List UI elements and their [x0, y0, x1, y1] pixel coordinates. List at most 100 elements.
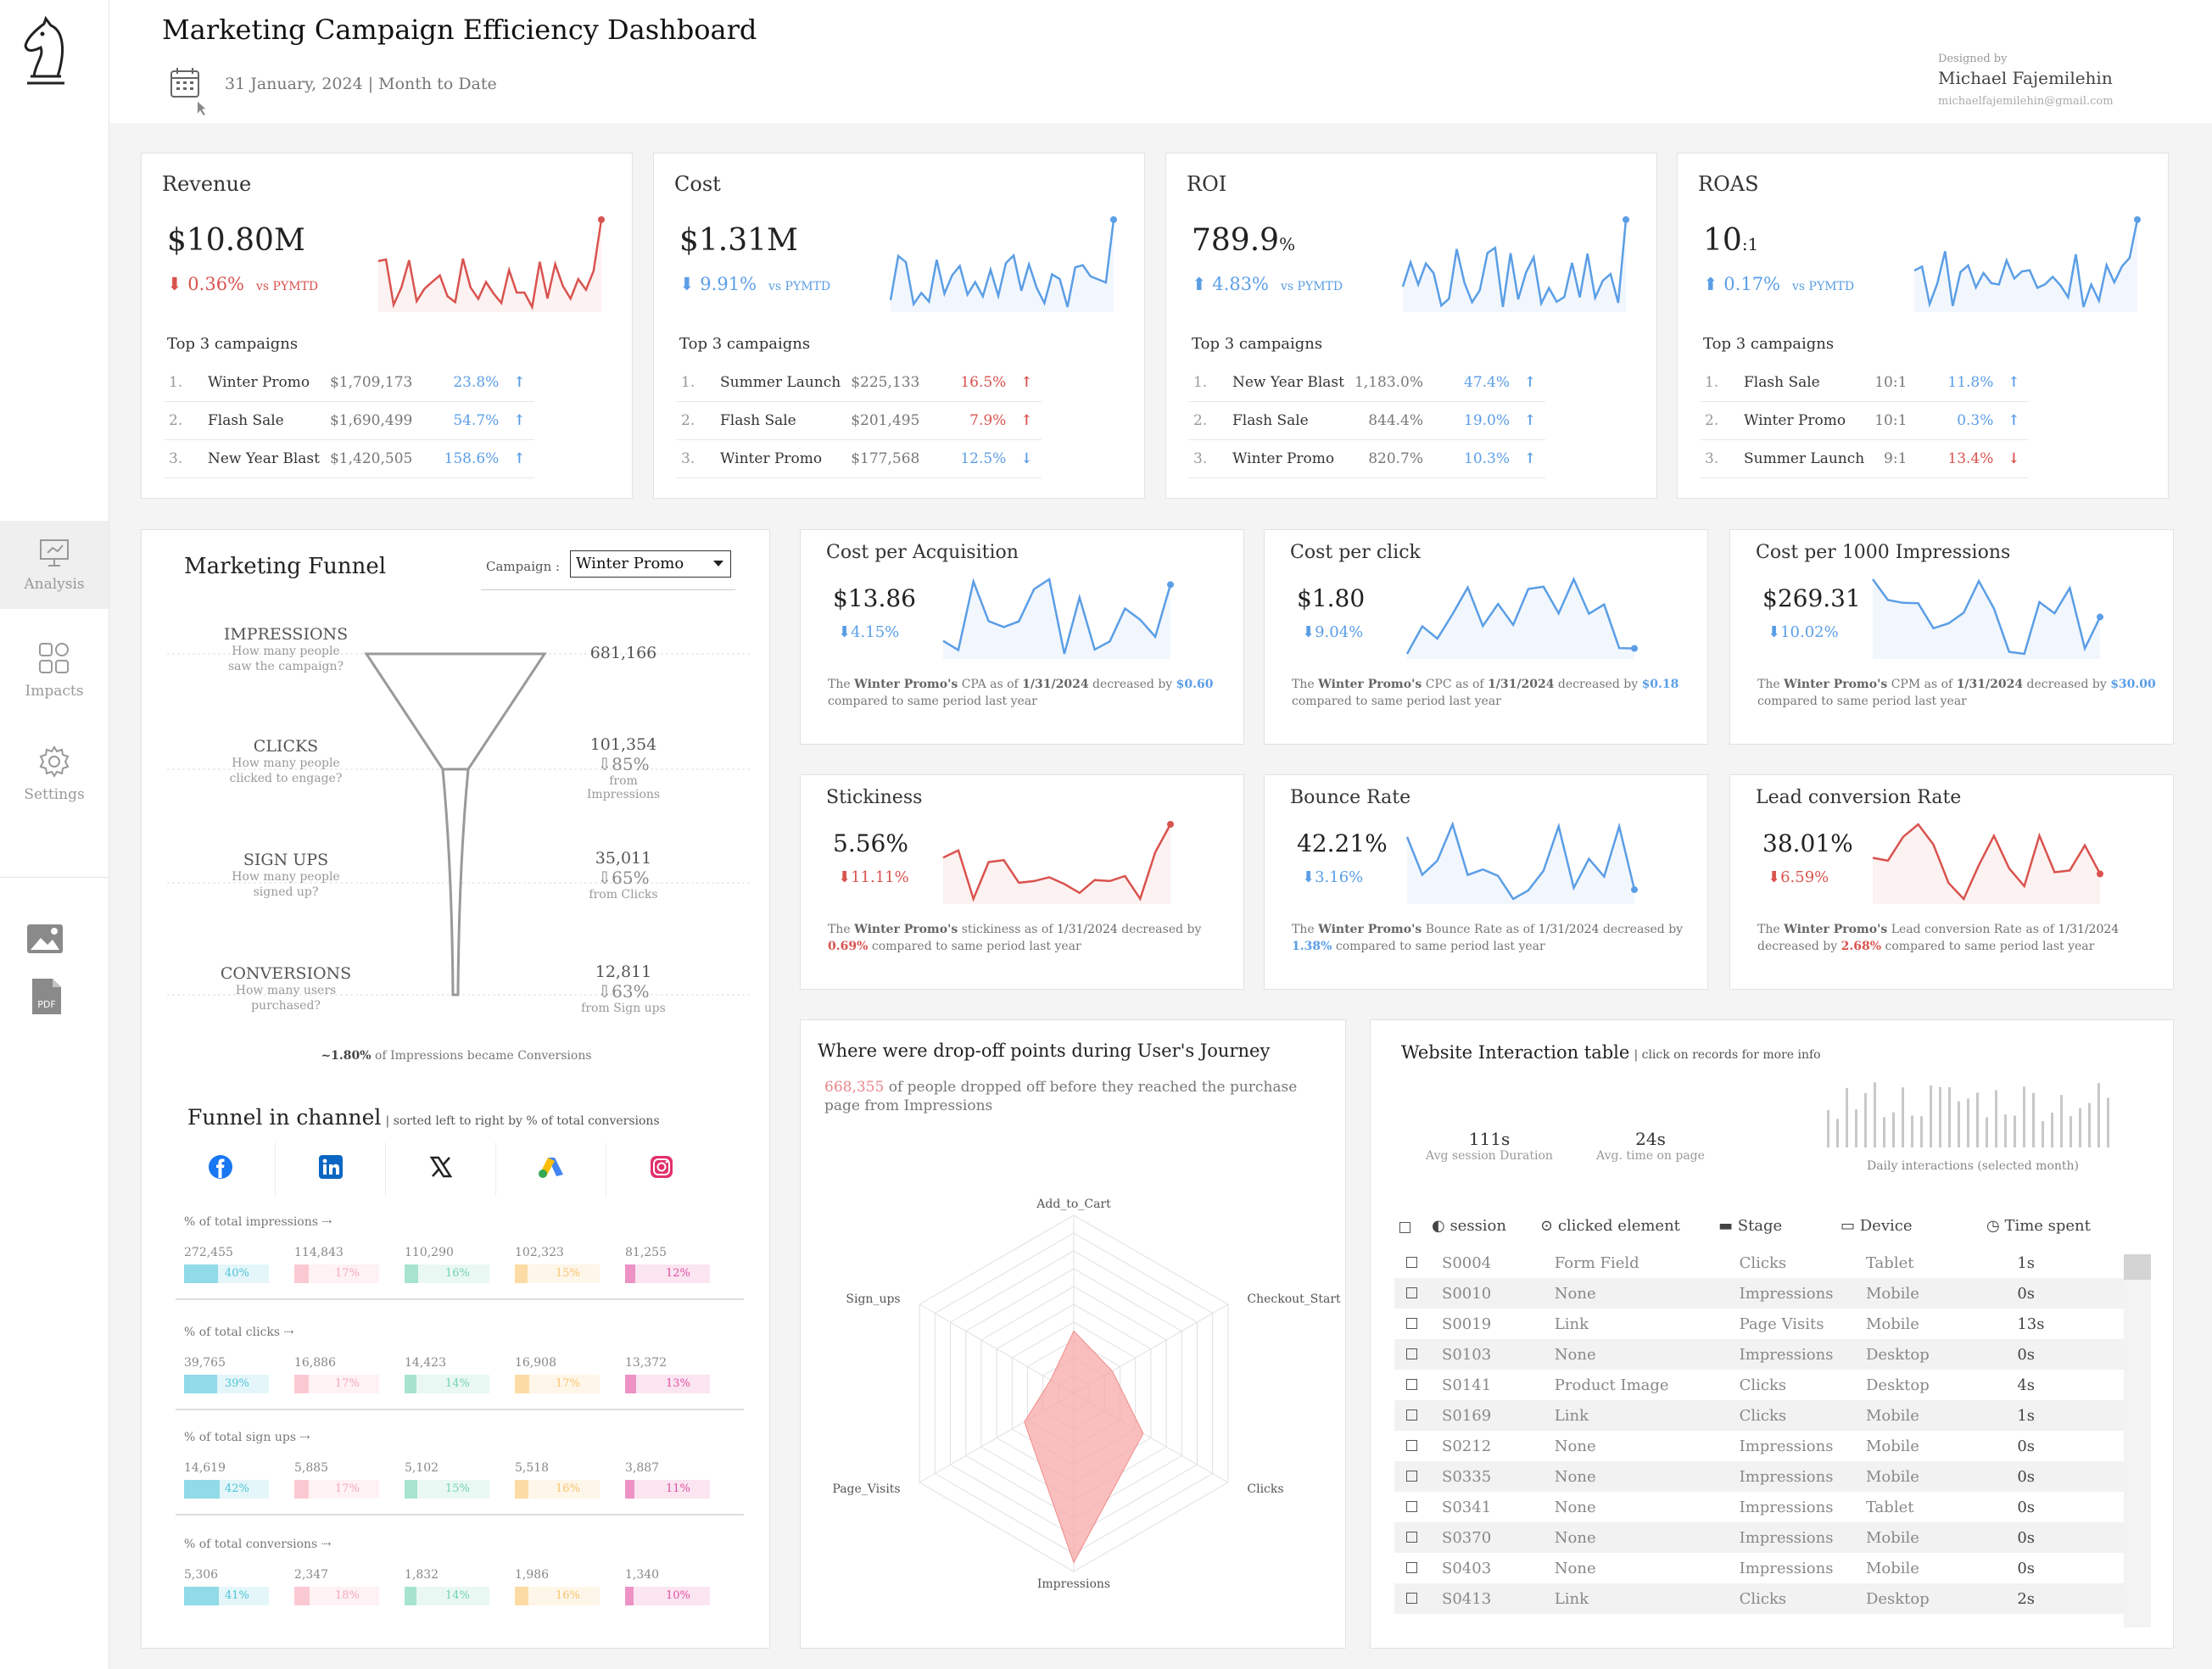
- select-all-checkbox[interactable]: [1399, 1222, 1410, 1233]
- daily-bar[interactable]: [1939, 1086, 1941, 1147]
- daily-bar[interactable]: [1864, 1092, 1867, 1147]
- channel-cell[interactable]: 5,518 16%: [515, 1461, 600, 1499]
- column-session[interactable]: ◐ session: [1432, 1217, 1506, 1235]
- daily-bar[interactable]: [1911, 1115, 1913, 1147]
- image-export-icon[interactable]: [25, 923, 64, 958]
- nav-analysis[interactable]: Analysis: [0, 521, 109, 609]
- daily-bar[interactable]: [2023, 1086, 2025, 1147]
- channel-cell[interactable]: 14,423 14%: [405, 1356, 489, 1393]
- channel-cell[interactable]: 5,102 15%: [405, 1461, 489, 1499]
- daily-bar[interactable]: [2042, 1121, 2044, 1147]
- daily-bar[interactable]: [1967, 1098, 1969, 1147]
- sparkline-endpoint[interactable]: [1631, 645, 1638, 652]
- instagram-icon[interactable]: [606, 1142, 717, 1197]
- google-ads-icon[interactable]: [496, 1142, 606, 1197]
- channel-cell[interactable]: 2,347 18%: [294, 1568, 379, 1605]
- top3-row[interactable]: 1. Flash Sale 10:1 11.8% ↑: [1700, 364, 2030, 402]
- row-checkbox[interactable]: [1406, 1500, 1417, 1512]
- daily-bar[interactable]: [1883, 1117, 1885, 1147]
- table-row[interactable]: S0169 Link Clicks Mobile 1s: [1394, 1400, 2149, 1431]
- top3-row[interactable]: 3. Winter Promo $177,568 12.5% ↓: [676, 439, 1042, 478]
- daily-bar[interactable]: [2097, 1083, 2100, 1147]
- channel-cell[interactable]: 39,765 39%: [184, 1356, 269, 1393]
- campaign-dropdown[interactable]: Winter Promo: [570, 550, 731, 578]
- row-checkbox[interactable]: [1406, 1378, 1417, 1390]
- column-time-spent[interactable]: ◷ Time spent: [1986, 1217, 2091, 1235]
- sparkline-endpoint[interactable]: [1623, 216, 1629, 223]
- daily-bar[interactable]: [1846, 1087, 1848, 1147]
- channel-cell[interactable]: 1,340 10%: [625, 1568, 710, 1605]
- daily-bar[interactable]: [1920, 1116, 1923, 1147]
- nav-settings[interactable]: Settings: [0, 745, 109, 803]
- table-row[interactable]: S0341 None Impressions Tablet 0s: [1394, 1492, 2149, 1522]
- sparkline-endpoint[interactable]: [2097, 613, 2103, 621]
- top3-row[interactable]: 1. New Year Blast 1,183.0% 47.4% ↑: [1188, 364, 1546, 402]
- channel-cell[interactable]: 114,843 17%: [294, 1246, 379, 1283]
- sparkline-endpoint[interactable]: [1167, 821, 1174, 828]
- table-row[interactable]: S0335 None Impressions Mobile 0s: [1394, 1461, 2149, 1492]
- top3-row[interactable]: 3. Winter Promo 820.7% 10.3% ↑: [1188, 439, 1546, 478]
- column-stage[interactable]: ▬ Stage: [1718, 1217, 1782, 1235]
- top3-row[interactable]: 3. Summer Launch 9:1 13.4% ↓: [1700, 439, 2030, 478]
- date-filter[interactable]: 31 January, 2024 | Month to Date: [225, 75, 497, 93]
- top3-row[interactable]: 2. Flash Sale $201,495 7.9% ↑: [676, 401, 1042, 440]
- channel-cell[interactable]: 5,885 17%: [294, 1461, 379, 1499]
- daily-bar[interactable]: [1874, 1082, 1876, 1147]
- daily-bar[interactable]: [2107, 1097, 2109, 1147]
- top3-row[interactable]: 2. Winter Promo 10:1 0.3% ↑: [1700, 401, 2030, 440]
- daily-bar[interactable]: [1958, 1101, 1960, 1147]
- daily-bar[interactable]: [1836, 1119, 1839, 1147]
- facebook-icon[interactable]: [165, 1142, 276, 1197]
- column-device[interactable]: ▭ Device: [1841, 1217, 1912, 1235]
- daily-bar[interactable]: [2004, 1114, 2007, 1147]
- channel-cell[interactable]: 272,455 40%: [184, 1246, 269, 1283]
- table-row[interactable]: S0004 Form Field Clicks Tablet 1s: [1394, 1248, 2149, 1278]
- channel-cell[interactable]: 16,908 17%: [515, 1356, 600, 1393]
- row-checkbox[interactable]: [1406, 1409, 1417, 1421]
- top3-row[interactable]: 2. Flash Sale 844.4% 19.0% ↑: [1188, 401, 1546, 440]
- row-checkbox[interactable]: [1406, 1470, 1417, 1482]
- daily-bar[interactable]: [2060, 1095, 2063, 1147]
- channel-cell[interactable]: 14,619 42%: [184, 1461, 269, 1499]
- top3-row[interactable]: 3. New Year Blast $1,420,505 158.6% ↑: [164, 439, 535, 478]
- channel-cell[interactable]: 1,832 14%: [405, 1568, 489, 1605]
- channel-cell[interactable]: 110,290 16%: [405, 1246, 489, 1283]
- channel-cell[interactable]: 16,886 17%: [294, 1356, 379, 1393]
- sparkline-endpoint[interactable]: [1110, 216, 1117, 223]
- row-checkbox[interactable]: [1406, 1256, 1417, 1268]
- table-row[interactable]: S0212 None Impressions Mobile 0s: [1394, 1431, 2149, 1461]
- daily-bar[interactable]: [2014, 1115, 2016, 1147]
- nav-impacts[interactable]: Impacts: [0, 641, 109, 700]
- daily-bar[interactable]: [1892, 1112, 1895, 1147]
- channel-cell[interactable]: 81,255 12%: [625, 1246, 710, 1283]
- linkedin-icon[interactable]: [276, 1142, 386, 1197]
- x-icon[interactable]: [386, 1142, 496, 1197]
- daily-bar[interactable]: [2088, 1102, 2091, 1147]
- channel-cell[interactable]: 1,986 16%: [515, 1568, 600, 1605]
- sparkline-endpoint[interactable]: [1167, 581, 1174, 589]
- daily-bar[interactable]: [2070, 1116, 2072, 1147]
- table-row[interactable]: S0370 None Impressions Mobile 0s: [1394, 1522, 2149, 1553]
- column-clicked-element[interactable]: ⊙ clicked element: [1540, 1217, 1680, 1235]
- row-checkbox[interactable]: [1406, 1348, 1417, 1359]
- table-row[interactable]: S0413 Link Clicks Desktop 2s: [1394, 1583, 2149, 1614]
- table-row[interactable]: S0141 Product Image Clicks Desktop 4s: [1394, 1370, 2149, 1400]
- row-checkbox[interactable]: [1406, 1531, 1417, 1543]
- daily-bar[interactable]: [2032, 1092, 2035, 1147]
- top3-row[interactable]: 1. Winter Promo $1,709,173 23.8% ↑: [164, 364, 535, 402]
- daily-bar[interactable]: [2051, 1112, 2053, 1147]
- table-row[interactable]: S0019 Link Page Visits Mobile 13s: [1394, 1309, 2149, 1339]
- sparkline-endpoint[interactable]: [2097, 870, 2103, 878]
- row-checkbox[interactable]: [1406, 1287, 1417, 1298]
- daily-bar[interactable]: [1930, 1085, 1932, 1147]
- channel-cell[interactable]: 5,306 41%: [184, 1568, 269, 1605]
- pdf-export-icon[interactable]: PDF: [31, 977, 63, 1019]
- daily-bar[interactable]: [2079, 1108, 2081, 1147]
- row-checkbox[interactable]: [1406, 1317, 1417, 1329]
- daily-bar[interactable]: [1855, 1109, 1857, 1147]
- row-checkbox[interactable]: [1406, 1561, 1417, 1573]
- daily-bar[interactable]: [1995, 1090, 1997, 1147]
- daily-bar[interactable]: [1986, 1117, 1988, 1147]
- daily-bar[interactable]: [1976, 1092, 1979, 1147]
- channel-cell[interactable]: 13,372 13%: [625, 1356, 710, 1393]
